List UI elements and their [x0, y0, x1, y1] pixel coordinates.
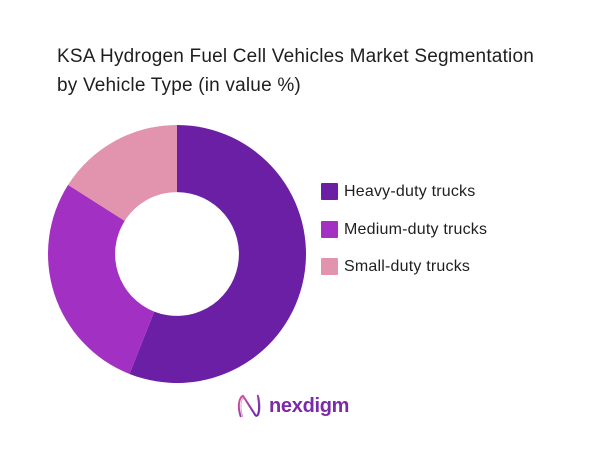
donut-segment-medium-duty-trucks	[47, 184, 155, 374]
donut-chart	[47, 125, 307, 383]
legend-label: Small-duty trucks	[344, 258, 471, 275]
brand-name: nexdigm	[269, 395, 350, 417]
donut-segment-heavy-duty-trucks	[129, 125, 307, 383]
nexdigm-n-icon	[237, 394, 261, 418]
legend-swatch-medium-duty	[321, 220, 338, 238]
chart-title: KSA Hydrogen Fuel Cell Vehicles Market S…	[57, 46, 534, 96]
legend-swatch-small-duty	[321, 258, 338, 275]
legend-label: Heavy-duty trucks	[344, 183, 476, 200]
brand-logo: nexdigm	[235, 389, 349, 423]
donut-segment-small-duty-trucks	[68, 125, 177, 221]
legend-item: Heavy-duty trucks	[321, 183, 487, 200]
legend-item: Small-duty trucks	[321, 258, 487, 275]
chart-legend: Heavy-duty trucks Medium-duty trucks Sma…	[321, 183, 487, 275]
legend-label: Medium-duty trucks	[344, 220, 488, 238]
legend-item: Medium-duty trucks	[321, 220, 488, 238]
legend-swatch-heavy-duty	[321, 183, 338, 200]
